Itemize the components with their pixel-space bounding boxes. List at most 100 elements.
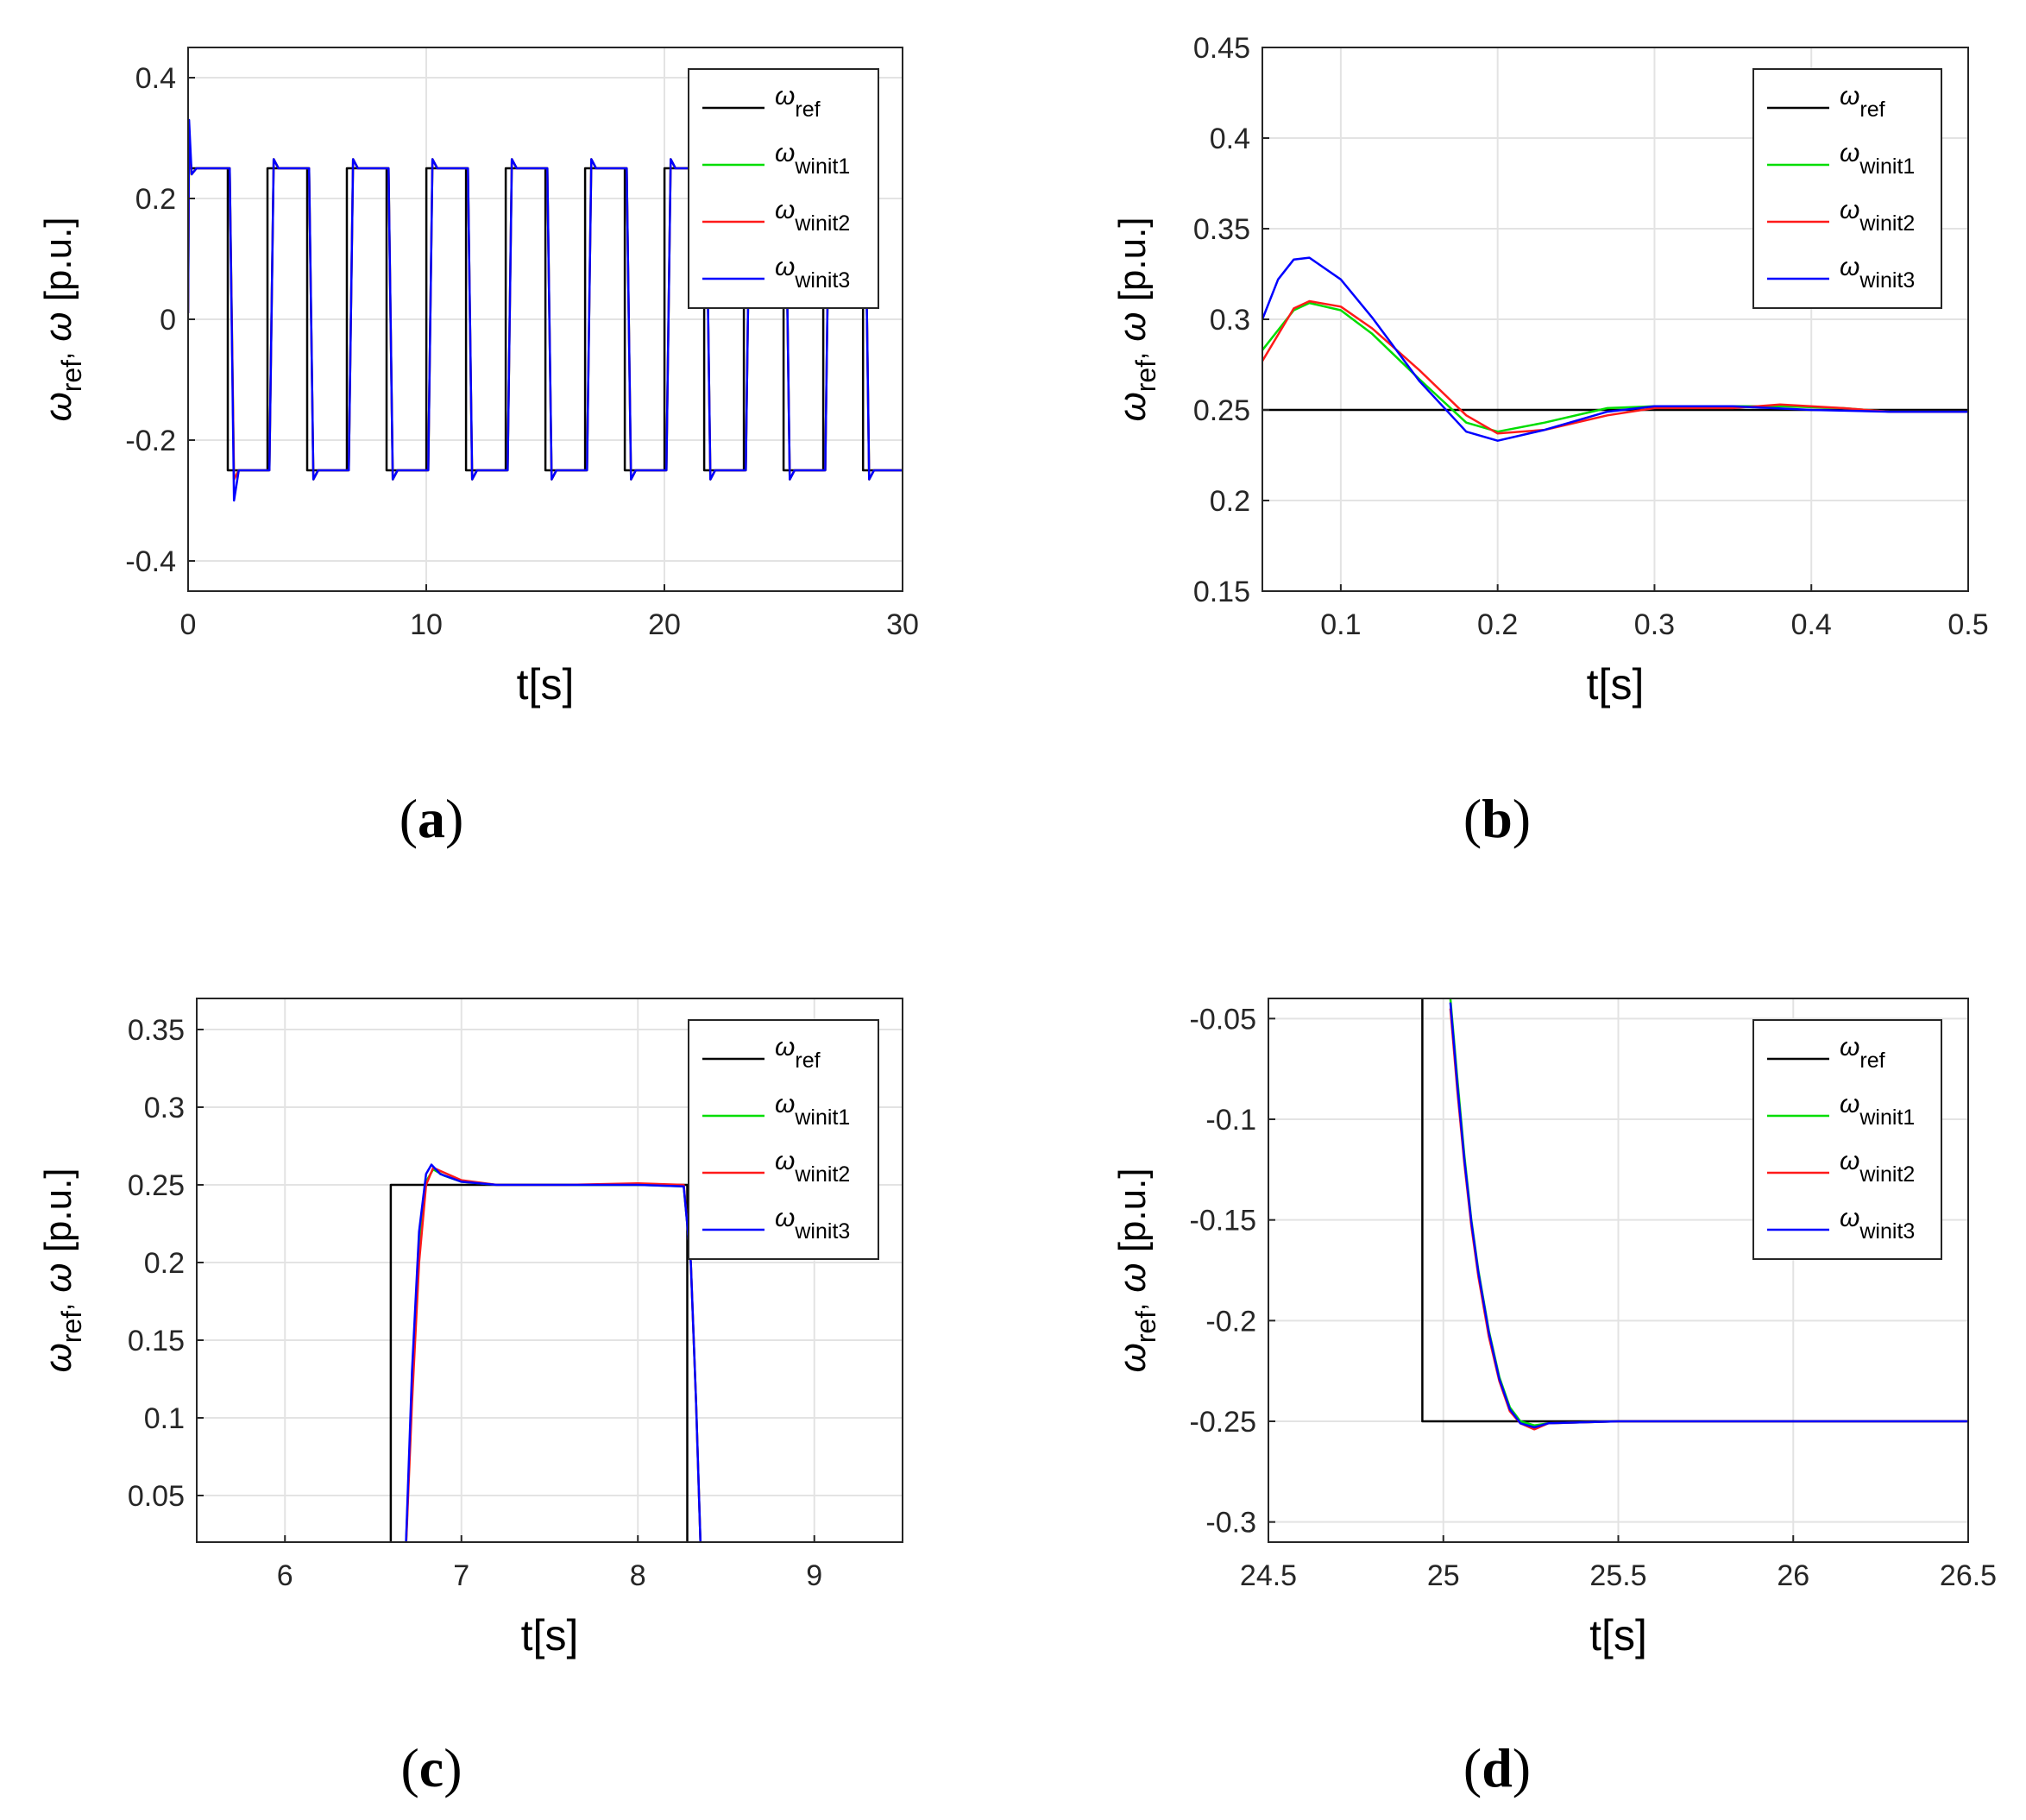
legend-label-winit3: ωwinit3 [1840,253,1915,293]
caption-close: ) [444,1737,462,1798]
caption-letter: c [419,1737,444,1798]
x-tick-label: 25.5 [1589,1559,1646,1592]
y-axis-label: ωref, ω [p.u.] [37,217,87,421]
panel-c: 6 7 8 90.050.10.150.20.250.30.35t[s]ωref, ω… [37,998,903,1798]
legend-symbol: ω [1840,1090,1859,1118]
x-tick-label: 0.1 [1320,608,1361,641]
legend-label-winit1: ωwinit1 [1840,1090,1915,1130]
legend-sub: winit2 [794,1162,850,1187]
series-line-winit2 [1262,299,1968,435]
panel-d: 24.5 25 25.5 26 26.5 -0.3 -0.25 -0.2 -0.15 -0.1 -0… [1111,998,1997,1798]
legend-label-ref: ωref [1840,82,1885,122]
legend-symbol: ω [1840,1147,1859,1175]
x-tick-label: 26 [1777,1559,1809,1592]
legend-sub: winit3 [1859,1219,1915,1244]
y-label-comma: , [1120,1303,1151,1311]
series-line-winit3 [1262,256,1968,442]
legend-sub: winit3 [794,1219,850,1244]
y-axis-label: ωref, ω [p.u.] [37,1168,87,1372]
legend-symbol: ω [775,82,795,110]
legend-label-winit3: ωwinit3 [1840,1204,1915,1244]
panel-b: 0.1 0.2 0.3 0.4 0.5 0.15 0.2 0.25 0.3 0.35 0.4 0.45… [1111,32,1989,849]
panel-caption: (c) [400,1737,462,1798]
x-tick-label: 10 [410,608,443,641]
y-label-omega-2: ω [37,1263,79,1304]
legend-symbol: ω [1840,1033,1859,1061]
y-label-unit: [p.u.] [37,1168,79,1263]
legend-label-winit2: ωwinit2 [1840,196,1915,236]
caption-open: ( [400,788,418,849]
legend-symbol: ω [775,1147,795,1175]
panel-a: 0 10 20 30-0.4-0.200.20.4t[s]ωref, ω [p.u.]… [37,47,919,849]
y-tick-label: 0.2 [135,183,176,216]
caption-close: ) [1513,788,1531,849]
caption-letter: d [1482,1737,1513,1798]
legend-sub: winit1 [794,1105,850,1130]
caption-open: ( [1463,1737,1482,1798]
y-tick-label: 0.15 [128,1325,185,1357]
x-tick-label: 24.5 [1240,1559,1297,1592]
x-tick-label: 0.2 [1477,608,1518,641]
caption-open: ( [1463,788,1482,849]
legend-sub: ref [795,98,820,122]
legend-symbol: ω [775,196,795,224]
x-tick-label: 20 [648,608,681,641]
y-tick-label: -0.05 [1190,1003,1257,1036]
legend-label-ref: ωref [775,1033,821,1073]
y-label-omega: ω [1111,1343,1154,1372]
legend-symbol: ω [1840,139,1859,167]
y-label-comma: , [1120,352,1151,360]
y-tick-label: 0.2 [144,1247,185,1280]
legend-symbol: ω [775,1204,795,1232]
y-label-sub: ref [56,1311,87,1343]
legend-sub: winit2 [1859,1162,1915,1187]
y-tick-label: 0.3 [1210,304,1250,337]
legend-sub: winit3 [1859,268,1915,293]
y-axis-label: ωref, ω [p.u.] [1111,217,1161,421]
x-tick-label: 0.3 [1634,608,1675,641]
y-tick-label: -0.4 [125,545,176,578]
legend-sub: ref [795,1049,820,1073]
panel-caption: (b) [1463,788,1531,849]
legend-label-winit2: ωwinit2 [1840,1147,1915,1187]
y-tick-label: 0.1 [144,1402,185,1435]
y-label-comma: , [46,1303,77,1311]
y-tick-label: -0.2 [125,425,176,457]
y-tick-label: 0.25 [128,1169,185,1202]
legend-symbol: ω [1840,253,1859,281]
legend-sub: winit1 [1859,1105,1915,1130]
panel-caption: (d) [1463,1737,1531,1798]
y-tick-label: 0.35 [1193,213,1250,246]
caption-close: ) [1513,1737,1531,1798]
axes-frame [196,998,903,1543]
legend-label-winit1: ωwinit1 [775,1090,850,1130]
y-tick-label: 0.45 [1193,32,1250,65]
x-axis-label: t[s] [517,660,575,708]
legend-symbol: ω [775,253,795,281]
y-tick-label: -0.1 [1205,1104,1256,1137]
y-label-omega-2: ω [1111,1263,1154,1304]
x-axis-label: t[s] [1587,660,1645,708]
x-tick-label: 6 [277,1559,293,1592]
legend-symbol: ω [775,139,795,167]
x-tick-label: 0.5 [1947,608,1988,641]
caption-close: ) [445,788,463,849]
y-label-sub: ref [1130,1311,1161,1343]
y-label-omega-2: ω [1111,312,1154,353]
legend-sub: winit3 [794,268,850,293]
y-label-omega: ω [37,392,79,421]
y-label-unit: [p.u.] [37,217,79,312]
legend-symbol: ω [1840,1204,1859,1232]
legend-label-winit2: ωwinit2 [775,1147,850,1187]
x-tick-label: 25 [1427,1559,1460,1592]
x-axis-label: t[s] [1589,1611,1647,1659]
legend-symbol: ω [1840,82,1859,110]
legend-sub: ref [1859,98,1884,122]
y-label-unit: [p.u.] [1111,1168,1154,1263]
y-tick-label: -0.3 [1205,1507,1256,1540]
y-tick-label: -0.15 [1190,1205,1257,1237]
x-tick-label: 7 [453,1559,469,1592]
